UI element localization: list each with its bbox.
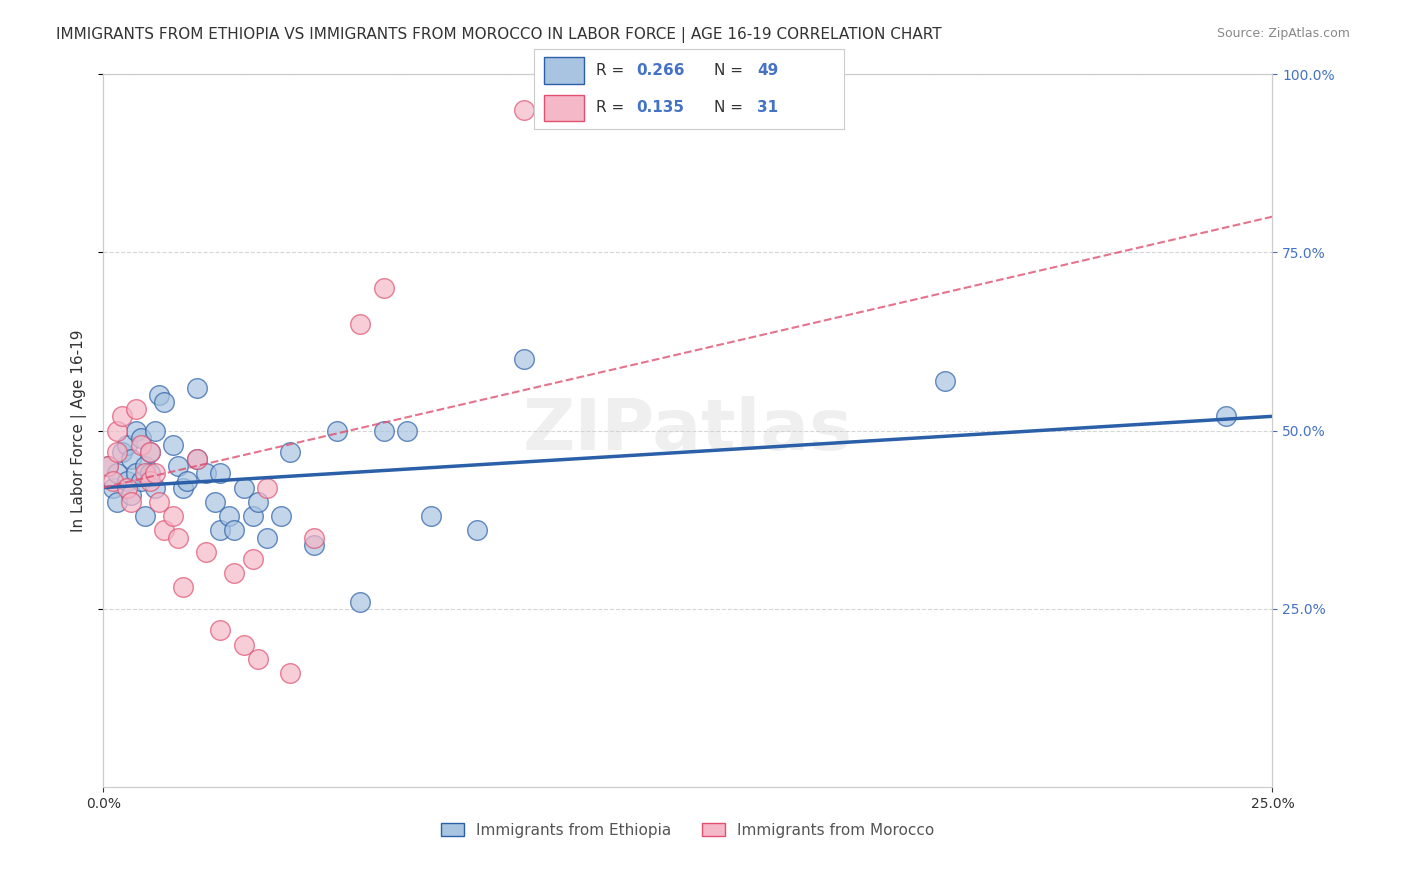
Point — [105, 467, 128, 481]
Point — [111, 445, 134, 459]
Text: N =: N = — [714, 100, 748, 115]
Point — [143, 424, 166, 438]
Point — [186, 452, 208, 467]
Point — [172, 581, 194, 595]
Point — [139, 467, 162, 481]
Point — [1215, 409, 1237, 424]
Point — [218, 509, 240, 524]
Point — [120, 495, 142, 509]
Point — [129, 474, 152, 488]
Point — [97, 459, 120, 474]
Point — [513, 352, 536, 367]
Point — [419, 509, 441, 524]
Text: ZIPatlas: ZIPatlas — [523, 396, 853, 465]
Point — [209, 524, 232, 538]
Point — [195, 545, 218, 559]
Point — [373, 281, 395, 295]
Point — [129, 431, 152, 445]
Point — [129, 438, 152, 452]
Point — [125, 402, 148, 417]
FancyBboxPatch shape — [544, 95, 583, 121]
Point — [204, 495, 226, 509]
Point — [172, 481, 194, 495]
Text: IMMIGRANTS FROM ETHIOPIA VS IMMIGRANTS FROM MOROCCO IN LABOR FORCE | AGE 16-19 C: IMMIGRANTS FROM ETHIOPIA VS IMMIGRANTS F… — [56, 27, 942, 43]
Point — [209, 467, 232, 481]
Point — [224, 566, 246, 581]
Point — [105, 445, 128, 459]
Y-axis label: In Labor Force | Age 16-19: In Labor Force | Age 16-19 — [72, 329, 87, 532]
Point — [120, 488, 142, 502]
Point — [143, 467, 166, 481]
Point — [120, 452, 142, 467]
Text: R =: R = — [596, 100, 630, 115]
Legend: Immigrants from Ethiopia, Immigrants from Morocco: Immigrants from Ethiopia, Immigrants fro… — [434, 816, 941, 844]
Point — [101, 481, 124, 495]
Point — [242, 509, 264, 524]
Point — [143, 481, 166, 495]
Text: 0.266: 0.266 — [637, 63, 685, 78]
Point — [232, 481, 254, 495]
Point — [349, 595, 371, 609]
Point — [139, 474, 162, 488]
Point — [326, 424, 349, 438]
Point — [167, 531, 190, 545]
Point — [105, 424, 128, 438]
Point — [224, 524, 246, 538]
Point — [302, 538, 325, 552]
Point — [256, 531, 278, 545]
Point — [278, 445, 301, 459]
Text: 49: 49 — [756, 63, 779, 78]
Point — [278, 666, 301, 681]
Point — [115, 481, 138, 495]
Point — [153, 524, 176, 538]
FancyBboxPatch shape — [544, 57, 583, 84]
Point — [195, 467, 218, 481]
Point — [111, 409, 134, 424]
Point — [115, 474, 138, 488]
Point — [148, 388, 170, 402]
Point — [125, 424, 148, 438]
Point — [125, 467, 148, 481]
Point — [934, 374, 956, 388]
Point — [105, 495, 128, 509]
Point — [373, 424, 395, 438]
Point — [139, 445, 162, 459]
Point — [242, 552, 264, 566]
Point — [97, 459, 120, 474]
Point — [246, 495, 269, 509]
Text: N =: N = — [714, 63, 748, 78]
Point — [467, 524, 489, 538]
Point — [167, 459, 190, 474]
Point — [232, 638, 254, 652]
Point — [209, 624, 232, 638]
Point — [246, 652, 269, 666]
Point — [349, 317, 371, 331]
Text: Source: ZipAtlas.com: Source: ZipAtlas.com — [1216, 27, 1350, 40]
Point — [176, 474, 198, 488]
Point — [162, 509, 184, 524]
Point — [134, 459, 156, 474]
Point — [270, 509, 292, 524]
Text: 0.135: 0.135 — [637, 100, 685, 115]
Point — [115, 438, 138, 452]
Point — [186, 452, 208, 467]
Point — [513, 103, 536, 117]
Point — [148, 495, 170, 509]
Point — [134, 509, 156, 524]
Point — [162, 438, 184, 452]
Point — [256, 481, 278, 495]
Point — [101, 474, 124, 488]
Point — [186, 381, 208, 395]
Point — [396, 424, 419, 438]
Text: 31: 31 — [756, 100, 778, 115]
Text: R =: R = — [596, 63, 630, 78]
Point — [153, 395, 176, 409]
Point — [139, 445, 162, 459]
Point — [134, 467, 156, 481]
Point — [302, 531, 325, 545]
